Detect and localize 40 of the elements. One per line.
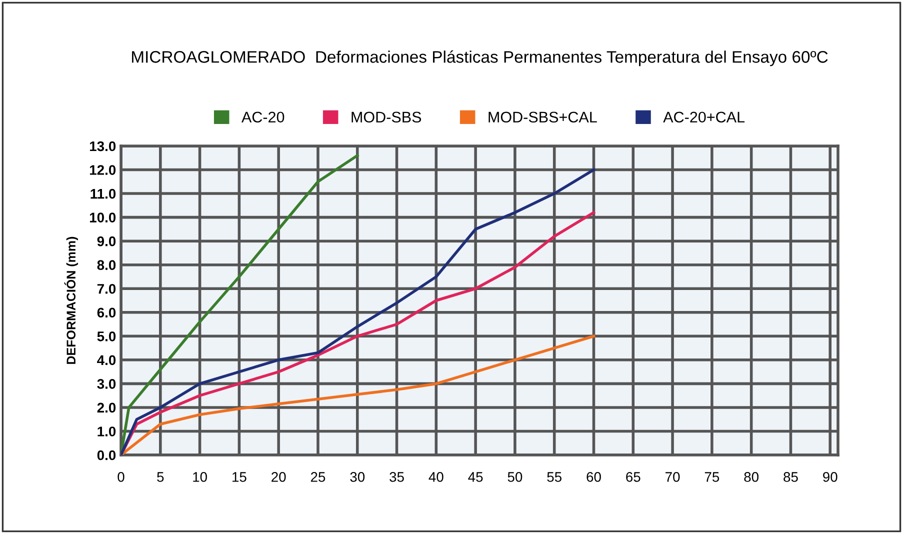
x-tick-label: 90	[823, 472, 838, 482]
y-tick-label: 9.0	[97, 236, 116, 246]
line-series	[121, 334, 596, 455]
y-tick-label: 3.0	[97, 379, 116, 389]
x-tick-label: 10	[193, 472, 207, 482]
x-tick-label: 60	[586, 472, 601, 482]
x-tick-label: 25	[310, 472, 326, 482]
y-tick-label: 6.0	[97, 308, 116, 318]
x-tick-label: 45	[468, 472, 483, 482]
y-tick-label: 11.0	[90, 188, 116, 199]
x-tick-label: 70	[666, 472, 680, 482]
x-tick-label: 80	[744, 472, 759, 482]
x-tick-label: 0	[118, 472, 124, 482]
y-tick-label: 2.0	[97, 402, 116, 413]
legend-label: AC-20+CAL	[663, 112, 745, 123]
y-tick-label: 10.0	[90, 212, 116, 222]
x-tick-label: 20	[272, 472, 286, 482]
legend-label: MOD-SBS	[352, 112, 422, 123]
legend-label: AC-20	[241, 112, 284, 123]
y-tick-label: 5.0	[97, 331, 116, 342]
y-tick-label: 13.0	[90, 141, 116, 152]
x-tick-label: 55	[547, 472, 562, 482]
x-tick-label: 15	[232, 472, 246, 482]
x-tick-label: 50	[508, 472, 522, 482]
chart-title: MICROAGLOMERADO Deformaciones Plásticas Permanentes Temperatura del Ensayo 60ºC	[132, 50, 828, 66]
legend-label: MOD-SBS+CAL	[488, 112, 597, 123]
x-tick-label: 85	[784, 472, 798, 482]
x-tick-label: 35	[390, 472, 404, 482]
x-tick-label: 30	[350, 472, 365, 482]
x-tick-label: 5	[157, 472, 164, 482]
y-tick-label: 8.0	[97, 260, 116, 270]
x-tick-label: 75	[704, 472, 720, 482]
y-tick-label: 4.0	[97, 355, 116, 366]
x-tick-label: 40	[428, 472, 444, 482]
y-tick-label: 7.0	[97, 284, 116, 294]
y-tick-label: 12.0	[90, 165, 116, 175]
y-tick-label: 0.0	[97, 450, 116, 460]
y-axis-title: DEFORMACIÓN (mm)	[64, 236, 78, 364]
x-tick-label: 65	[626, 472, 640, 482]
y-tick-label: 1.0	[98, 426, 116, 436]
